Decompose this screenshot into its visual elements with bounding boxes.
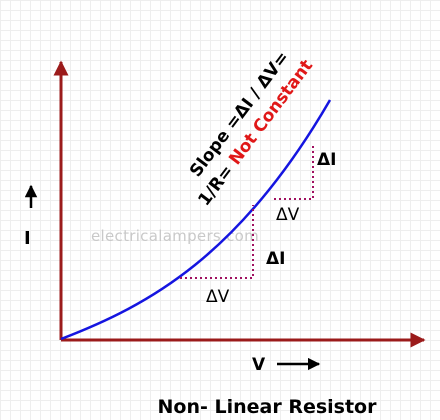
slope-annotation: Slope =ΔI / ΔV= 1/R= Not Constant <box>186 48 317 210</box>
x-axis-label: V <box>252 355 266 375</box>
lower-delta-step <box>180 205 254 279</box>
lower-delta-i-label: ΔI <box>266 249 285 269</box>
iv-curve <box>60 99 332 341</box>
upper-delta-i-label: ΔI <box>317 150 336 170</box>
watermark: electricalampers.com <box>91 227 259 245</box>
diagram-caption: Non- Linear Resistor <box>158 396 378 418</box>
lower-delta-v-label: ΔV <box>206 287 230 307</box>
y-axis-label: I <box>24 228 31 249</box>
upper-delta-step <box>274 143 314 200</box>
upper-delta-v-label: ΔV <box>276 205 300 225</box>
